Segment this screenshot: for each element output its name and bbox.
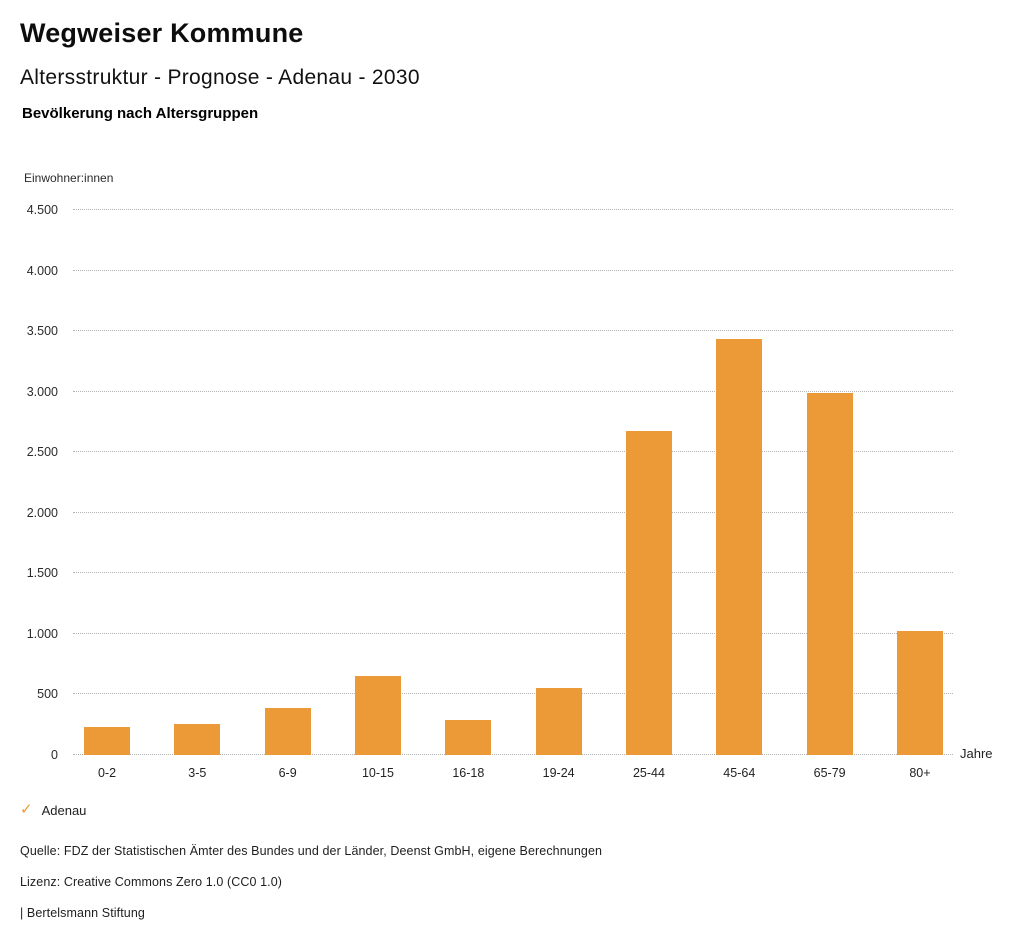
x-tick-45-64: 45-64: [723, 766, 756, 780]
x-tick-19-24: 19-24: [542, 766, 575, 780]
y-axis-tick-labels: 0 500 1.000 1.500 2.000 2.500 3.000 3.500 4.000 4…: [0, 203, 58, 762]
legend-label: Adenau: [41, 802, 87, 818]
x-tick-80+: 80+: [909, 766, 931, 780]
y-tick-2.000: 2.000: [26, 505, 58, 520]
y-tick-3.000: 3.000: [26, 384, 58, 399]
y-tick-0: 0: [51, 748, 58, 762]
gridline-2.000: [73, 511, 953, 513]
attribution-note: | Bertelsmann Stiftung: [20, 906, 145, 920]
chart-subtitle: Altersstruktur - Prognose - Adenau - 203…: [20, 66, 420, 89]
plot-area: [73, 209, 953, 755]
gridline-1.500: [73, 572, 953, 574]
x-tick-3-5: 3-5: [188, 766, 207, 780]
legend-item-adenau[interactable]: ✓ Adenau: [20, 802, 86, 818]
bar-19-24[interactable]: [535, 687, 582, 755]
y-tick-1.500: 1.500: [26, 566, 58, 581]
y-axis-title: Einwohner:innen: [24, 171, 114, 185]
y-tick-1.000: 1.000: [26, 626, 58, 641]
gridline-0: [73, 754, 953, 755]
gridline-4.000: [73, 269, 953, 271]
y-tick-3.500: 3.500: [26, 324, 58, 339]
bar-3-5[interactable]: [174, 723, 221, 755]
x-tick-10-15: 10-15: [361, 766, 394, 780]
legend-check-icon: ✓: [20, 801, 33, 818]
x-axis-unit-label: Jahre: [960, 746, 993, 761]
gridline-500: [73, 693, 953, 695]
x-tick-6-9: 6-9: [278, 766, 297, 780]
gridline-3.000: [73, 390, 953, 392]
bar-6-9[interactable]: [264, 707, 311, 755]
bar-45-64[interactable]: [716, 338, 763, 755]
x-axis-tick-labels: 0-2 3-5 6-9 10-15 16-18 19-24 25-44 45-64 65-79 8…: [73, 765, 953, 783]
bar-0-2[interactable]: [84, 726, 130, 755]
gridline-1.000: [73, 632, 953, 634]
bar-16-18[interactable]: [445, 719, 492, 755]
page-title: Wegweiser Kommune: [20, 18, 304, 48]
gridline-3.500: [73, 330, 953, 332]
chart-heading: Bevölkerung nach Altersgruppen: [22, 105, 259, 122]
x-tick-65-79: 65-79: [813, 766, 846, 780]
y-tick-4.500: 4.500: [26, 203, 58, 217]
y-tick-2.500: 2.500: [26, 445, 58, 460]
bar-80+[interactable]: [896, 630, 943, 755]
y-tick-4.000: 4.000: [26, 263, 58, 278]
x-tick-16-18: 16-18: [452, 766, 485, 780]
x-tick-0-2: 0-2: [97, 766, 117, 780]
license-note: Lizenz: Creative Commons Zero 1.0 (CC0 1…: [20, 875, 283, 889]
y-tick-500: 500: [37, 687, 58, 702]
bar-65-79[interactable]: [806, 393, 853, 755]
gridline-4.500: [73, 209, 953, 210]
gridline-2.500: [73, 451, 953, 453]
bar-10-15[interactable]: [354, 676, 401, 755]
bar-25-44[interactable]: [625, 431, 672, 755]
source-note: Quelle: FDZ der Statistischen Ämter des …: [20, 844, 603, 858]
x-tick-25-44: 25-44: [632, 766, 665, 780]
